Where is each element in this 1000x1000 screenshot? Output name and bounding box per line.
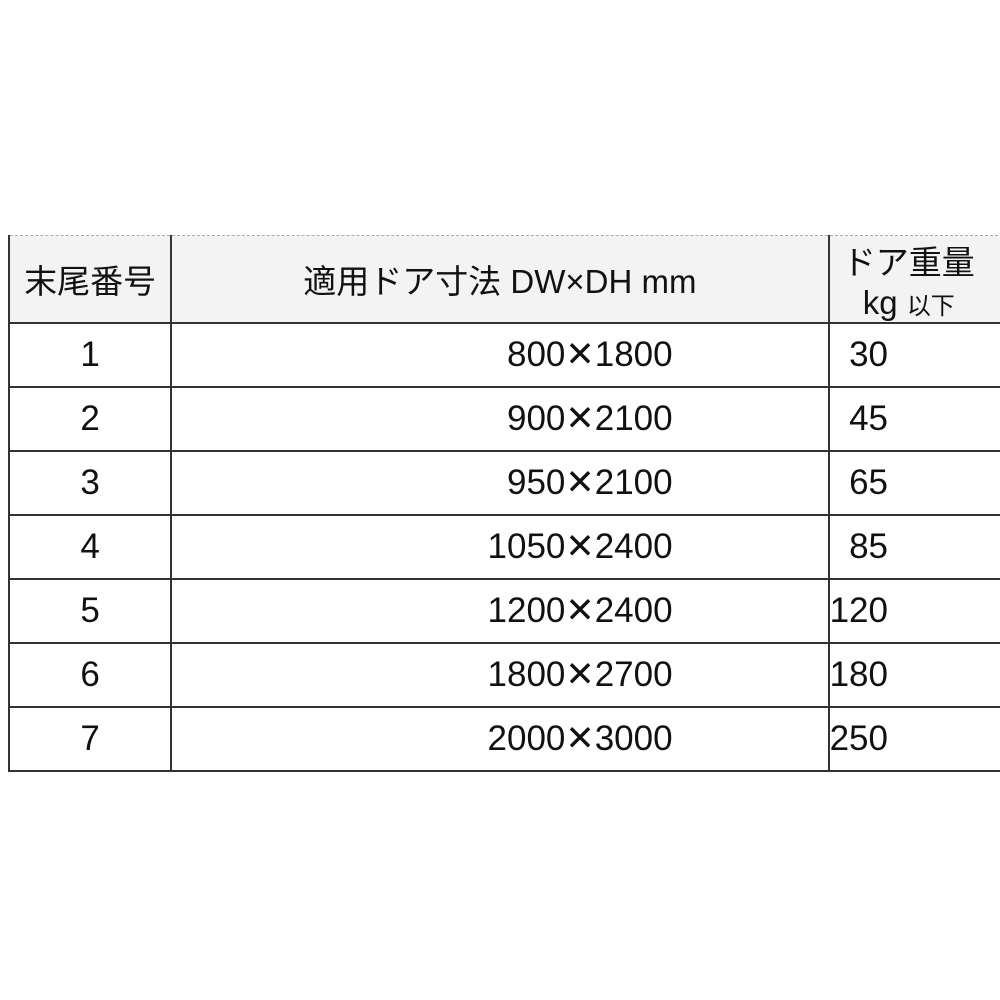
header-number: 末尾番号 xyxy=(7,235,173,324)
cell-dimensions: 1200✕2400 xyxy=(170,578,830,644)
cell-weight: 120 xyxy=(827,578,1000,644)
header-weight: ドア重量 kg 以下 xyxy=(827,235,1000,324)
cell-dimensions: 1050✕2400 xyxy=(170,514,830,580)
cell-number: 2 xyxy=(7,386,173,452)
header-weight-suffix: 以下 xyxy=(906,293,955,320)
header-dimensions: 適用ドア寸法 DW×DH mm xyxy=(170,235,830,324)
cell-weight: 180 xyxy=(827,642,1000,708)
table-row: 4 1050✕2400 85 xyxy=(7,514,1000,580)
table-row: 1 800✕1800 30 xyxy=(7,322,1000,388)
table-row: 6 1800✕2700 180 xyxy=(7,642,1000,708)
table-row: 7 2000✕3000 250 xyxy=(7,706,1000,772)
table-row: 5 1200✕2400 120 xyxy=(7,578,1000,644)
header-weight-label: ドア重量 kg xyxy=(842,244,975,321)
table-row: 3 950✕2100 65 xyxy=(7,450,1000,516)
cell-weight: 250 xyxy=(827,706,1000,772)
table-header-row: 末尾番号 適用ドア寸法 DW×DH mm ドア重量 kg 以下 xyxy=(7,235,1000,324)
cell-dimensions: 1800✕2700 xyxy=(170,642,830,708)
cell-dimensions: 900✕2100 xyxy=(170,386,830,452)
cell-weight: 30 xyxy=(827,322,1000,388)
table-row: 2 900✕2100 45 xyxy=(7,386,1000,452)
cell-weight: 65 xyxy=(827,450,1000,516)
cell-weight: 85 xyxy=(827,514,1000,580)
cell-dimensions: 2000✕3000 xyxy=(170,706,830,772)
cell-dimensions: 800✕1800 xyxy=(170,322,830,388)
cell-dimensions: 950✕2100 xyxy=(170,450,830,516)
cell-number: 6 xyxy=(7,642,173,708)
cell-number: 7 xyxy=(7,706,173,772)
cell-number: 1 xyxy=(7,322,173,388)
cell-number: 3 xyxy=(7,450,173,516)
cell-weight: 45 xyxy=(827,386,1000,452)
door-size-table: 末尾番号 適用ドア寸法 DW×DH mm ドア重量 kg 以下 1 800✕180… xyxy=(7,235,1000,772)
cell-number: 5 xyxy=(7,578,173,644)
cell-number: 4 xyxy=(7,514,173,580)
